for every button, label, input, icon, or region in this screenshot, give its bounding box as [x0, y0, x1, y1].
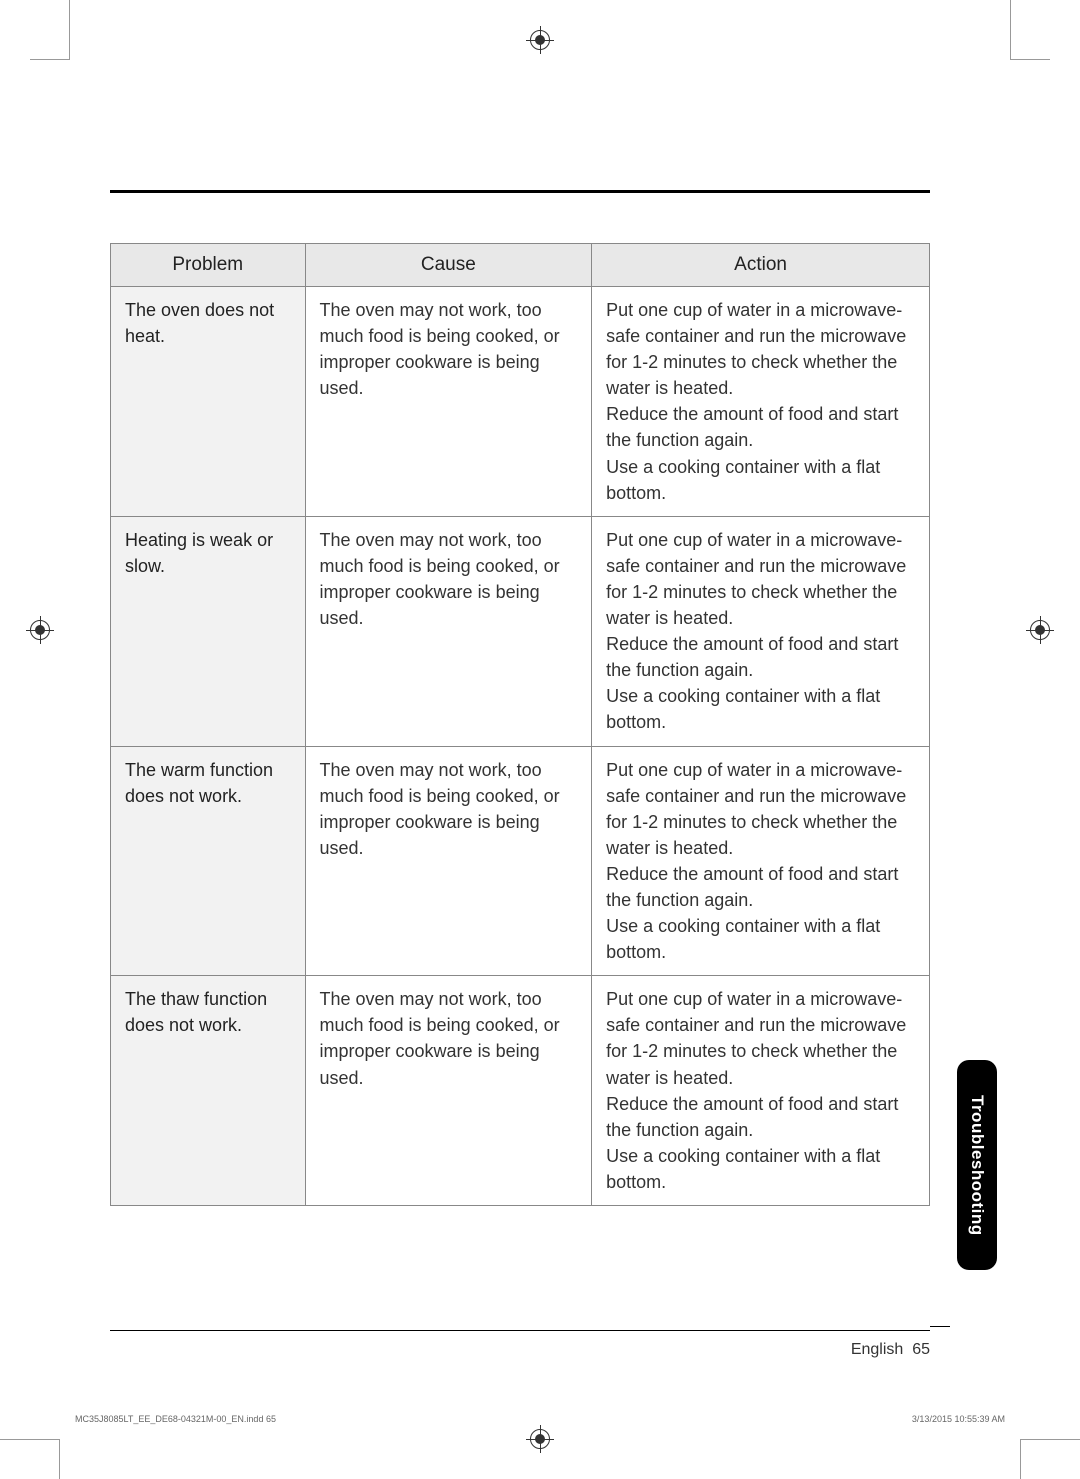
page-content: Problem Cause Action The oven does not h…: [110, 190, 930, 1206]
section-tab-label: Troubleshooting: [967, 1095, 987, 1236]
footer-text: English 65: [110, 1341, 930, 1359]
table-header-row: Problem Cause Action: [111, 244, 930, 287]
cell-cause: The oven may not work, too much food is …: [305, 516, 592, 746]
header-rule: [110, 190, 930, 193]
cell-problem: The oven does not heat.: [111, 287, 306, 517]
table-row: The oven does not heat. The oven may not…: [111, 287, 930, 517]
registration-mark-icon: [30, 620, 50, 640]
header-problem: Problem: [111, 244, 306, 287]
header-cause: Cause: [305, 244, 592, 287]
footer-page-number: 65: [912, 1341, 930, 1358]
table-row: Heating is weak or slow. The oven may no…: [111, 516, 930, 746]
cell-action: Put one cup of water in a microwave-safe…: [592, 746, 930, 976]
crop-mark: [30, 0, 70, 60]
registration-mark-icon: [530, 30, 550, 50]
cell-action: Put one cup of water in a microwave-safe…: [592, 976, 930, 1206]
table-row: The warm function does not work. The ove…: [111, 746, 930, 976]
section-tab: Troubleshooting: [957, 1060, 997, 1270]
crop-mark: [1010, 0, 1050, 60]
cell-cause: The oven may not work, too much food is …: [305, 746, 592, 976]
cell-cause: The oven may not work, too much food is …: [305, 976, 592, 1206]
registration-mark-icon: [1030, 620, 1050, 640]
registration-mark-icon: [530, 1429, 550, 1449]
crop-mark: [0, 1439, 60, 1479]
cell-action: Put one cup of water in a microwave-safe…: [592, 516, 930, 746]
print-filename: MC35J8085LT_EE_DE68-04321M-00_EN.indd 65: [75, 1414, 276, 1424]
cell-problem: Heating is weak or slow.: [111, 516, 306, 746]
cell-problem: The warm function does not work.: [111, 746, 306, 976]
footer-rule: [110, 1330, 930, 1331]
troubleshooting-table: Problem Cause Action The oven does not h…: [110, 243, 930, 1206]
cell-problem: The thaw function does not work.: [111, 976, 306, 1206]
cell-action: Put one cup of water in a microwave-safe…: [592, 287, 930, 517]
cell-cause: The oven may not work, too much food is …: [305, 287, 592, 517]
page-footer: English 65: [110, 1330, 930, 1359]
table-row: The thaw function does not work. The ove…: [111, 976, 930, 1206]
footer-dash: [930, 1326, 950, 1327]
footer-language: English: [851, 1341, 903, 1358]
crop-mark: [1020, 1439, 1080, 1479]
header-action: Action: [592, 244, 930, 287]
print-timestamp: 3/13/2015 10:55:39 AM: [912, 1414, 1005, 1424]
